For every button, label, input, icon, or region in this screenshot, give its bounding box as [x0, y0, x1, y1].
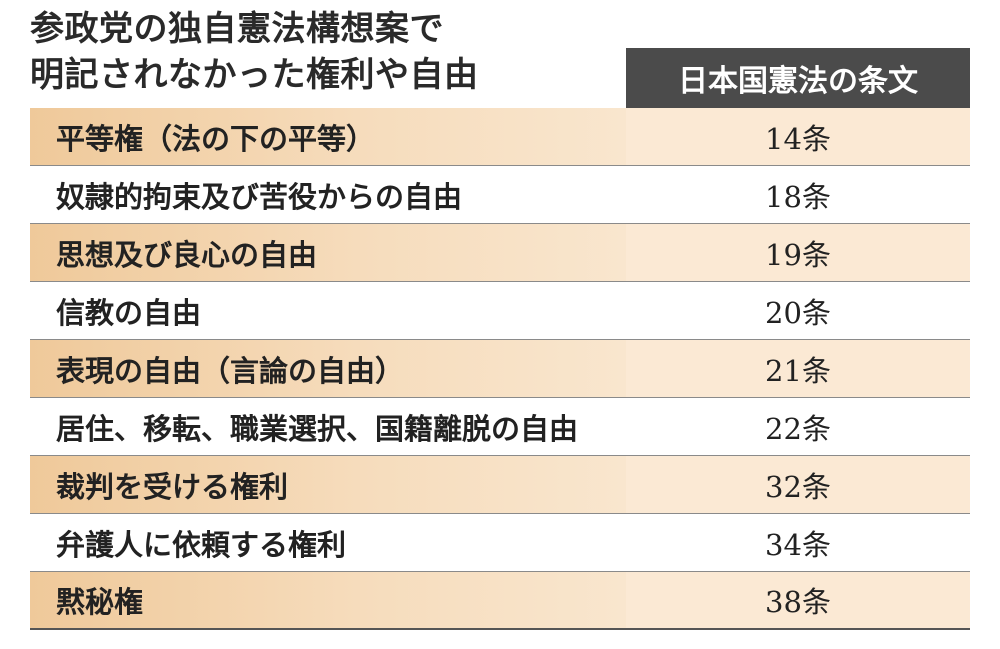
table-row: 居住、移転、職業選択、国籍離脱の自由 22条 — [30, 398, 970, 456]
article-cell: 38条 — [626, 572, 970, 628]
right-name-cell: 黙秘権 — [30, 572, 626, 628]
table-row: 奴隷的拘束及び苦役からの自由 18条 — [30, 166, 970, 224]
right-name-cell: 思想及び良心の自由 — [30, 224, 626, 281]
table-row: 表現の自由（言論の自由） 21条 — [30, 340, 970, 398]
title-line-1: 参政党の独自憲法構想案で — [30, 9, 444, 49]
table-row: 信教の自由 20条 — [30, 282, 970, 340]
page-title: 参政党の独自憲法構想案で 明記されなかった権利や自由 — [30, 6, 479, 98]
right-name-cell: 平等権（法の下の平等） — [30, 108, 626, 165]
article-cell: 22条 — [626, 398, 970, 455]
rights-table: 平等権（法の下の平等） 14条 奴隷的拘束及び苦役からの自由 18条 思想及び良… — [30, 108, 970, 630]
table-row: 黙秘権 38条 — [30, 572, 970, 630]
table-row: 思想及び良心の自由 19条 — [30, 224, 970, 282]
title-line-2: 明記されなかった権利や自由 — [30, 55, 479, 95]
article-cell: 32条 — [626, 456, 970, 513]
right-name-cell: 居住、移転、職業選択、国籍離脱の自由 — [30, 398, 626, 455]
right-name-cell: 信教の自由 — [30, 282, 626, 339]
article-cell: 34条 — [626, 514, 970, 571]
column-header-article: 日本国憲法の条文 — [626, 48, 970, 108]
article-cell: 14条 — [626, 108, 970, 165]
article-cell: 18条 — [626, 166, 970, 223]
article-cell: 20条 — [626, 282, 970, 339]
article-cell: 19条 — [626, 224, 970, 281]
right-name-cell: 奴隷的拘束及び苦役からの自由 — [30, 166, 626, 223]
right-name-cell: 裁判を受ける権利 — [30, 456, 626, 513]
table-row: 弁護人に依頼する権利 34条 — [30, 514, 970, 572]
article-cell: 21条 — [626, 340, 970, 397]
right-name-cell: 表現の自由（言論の自由） — [30, 340, 626, 397]
table-row: 裁判を受ける権利 32条 — [30, 456, 970, 514]
table-row: 平等権（法の下の平等） 14条 — [30, 108, 970, 166]
right-name-cell: 弁護人に依頼する権利 — [30, 514, 626, 571]
